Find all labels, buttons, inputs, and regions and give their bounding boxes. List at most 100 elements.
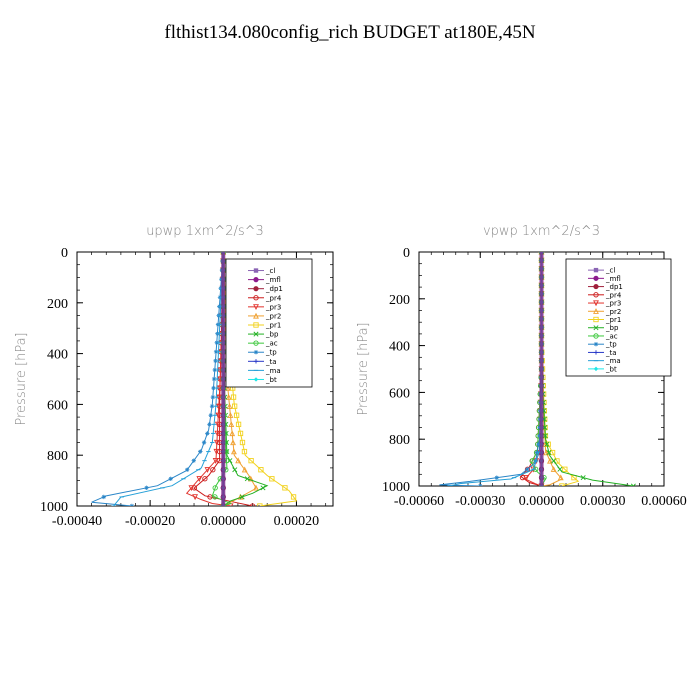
left-series-point-pr3 bbox=[213, 439, 220, 446]
right-series-point-pr1 bbox=[554, 458, 560, 464]
left-series-point-pr1 bbox=[290, 494, 297, 500]
left-series-point-tp bbox=[208, 413, 213, 418]
left-series-point-pr3 bbox=[212, 457, 219, 464]
right-x-tick-label: 0.00000 bbox=[519, 494, 565, 509]
right-legend-marker-bt bbox=[593, 366, 599, 372]
left-series-point-pr1 bbox=[231, 403, 238, 409]
left-series-point-tp bbox=[211, 385, 216, 391]
right-series-point-pr1 bbox=[545, 441, 551, 447]
right-series-point-pr1 bbox=[562, 466, 568, 472]
right-y-tick-label: 800 bbox=[389, 433, 410, 448]
right-legend-box bbox=[565, 258, 672, 377]
left-series-point-pr1 bbox=[237, 430, 244, 437]
left-series-point-bp bbox=[260, 485, 266, 491]
right-legend-marker-ac bbox=[593, 333, 599, 339]
right-legend: _cl_mfl_dp1_pr4_pr3_pr2_pr1_bp_ac_tp_ta_… bbox=[565, 258, 672, 377]
left-legend-label-tp: _tp bbox=[265, 349, 277, 357]
left-x-tick-label: 0.00020 bbox=[274, 514, 320, 529]
right-legend-label-dp1: _dp1 bbox=[605, 283, 623, 291]
left-y-axis-label: Pressure [hPa] bbox=[14, 332, 29, 425]
right-legend-label-cl: _cl bbox=[605, 267, 615, 275]
left-series-point-pr4 bbox=[210, 467, 216, 473]
right-y-tick-label: 400 bbox=[389, 340, 410, 355]
left-legend-label-dp1: _dp1 bbox=[265, 285, 283, 293]
left-series-point-pr4 bbox=[202, 476, 208, 482]
left-legend-label-ac: _ac bbox=[265, 340, 278, 348]
right-legend-marker-pr1 bbox=[593, 316, 599, 323]
left-series-point-pr2 bbox=[227, 412, 234, 418]
left-series-point-pr1 bbox=[230, 394, 237, 400]
left-series-point-tp bbox=[211, 376, 217, 382]
left-series-point-pr3 bbox=[204, 467, 211, 473]
left-legend-label-mfl: _mfl bbox=[265, 276, 281, 284]
right-series-point-bp bbox=[551, 458, 557, 464]
left-legend-marker-bp bbox=[253, 331, 259, 337]
left-legend-label-bt: _bt bbox=[265, 376, 277, 384]
right-series-point-tp bbox=[525, 467, 530, 472]
left-legend-marker-pr2 bbox=[253, 312, 259, 319]
left-series-line-ma bbox=[113, 252, 224, 506]
left-series-point-pr3 bbox=[214, 430, 221, 437]
left-legend-label-ta: _ta bbox=[265, 358, 277, 366]
right-legend-label-ma: _ma bbox=[605, 357, 621, 365]
left-series-point-tp bbox=[213, 349, 219, 354]
left-series-point-pr1 bbox=[248, 457, 254, 464]
left-series-point-pr1 bbox=[235, 421, 242, 428]
right-legend-marker-dp1 bbox=[593, 283, 599, 290]
left-legend-marker-dp1 bbox=[253, 286, 259, 292]
left-series-point-pr2 bbox=[228, 421, 235, 428]
right-legend-marker-pr4 bbox=[593, 292, 599, 298]
right-legend-marker-pr2 bbox=[593, 308, 599, 314]
left-legend-marker-ta bbox=[253, 359, 259, 364]
left-series-point-pr1 bbox=[258, 467, 264, 473]
right-series-point-pr2 bbox=[550, 466, 557, 472]
right-series-point-pr4 bbox=[519, 474, 526, 481]
left-x-tick-label: -0.00040 bbox=[52, 514, 102, 529]
left-legend-marker-pr3 bbox=[253, 304, 259, 311]
left-legend-label-ma: _ma bbox=[265, 367, 281, 375]
right-series-point-pr2 bbox=[547, 457, 553, 464]
left-series-point-ac bbox=[212, 485, 218, 491]
left-series-point-pr1 bbox=[269, 476, 275, 482]
right-series-point-bp bbox=[546, 450, 552, 456]
left-series-point-bp bbox=[224, 449, 230, 455]
right-legend-marker-cl bbox=[593, 267, 599, 273]
left-series-point-tp bbox=[129, 503, 135, 506]
left-series-point-pr2 bbox=[247, 475, 254, 482]
left-series-point-pr1 bbox=[239, 439, 246, 446]
left-series-point-tp bbox=[198, 449, 203, 454]
left-series-point-pr2 bbox=[230, 448, 237, 455]
left-series-point-pr3 bbox=[188, 485, 195, 492]
right-series-point-pr3 bbox=[523, 474, 530, 481]
right-series-point-tp bbox=[478, 483, 483, 486]
left-legend-marker-cl bbox=[253, 268, 259, 273]
right-series-line-ma bbox=[449, 252, 542, 486]
right-zero-stack bbox=[539, 252, 544, 486]
right-y-tick-label: 200 bbox=[389, 293, 410, 308]
right-legend-label-ac: _ac bbox=[605, 332, 618, 340]
left-series-point-pr1 bbox=[257, 503, 263, 506]
right-legend-label-pr3: _pr3 bbox=[605, 300, 621, 308]
right-series-point-pr2 bbox=[557, 474, 564, 481]
left-series-point-tp bbox=[168, 476, 173, 481]
left-series-point-tp bbox=[205, 431, 210, 436]
left-legend-label-bp: _bp bbox=[265, 331, 279, 339]
right-series-point-pr2 bbox=[543, 449, 550, 456]
right-y-tick-label: 1000 bbox=[382, 480, 410, 495]
right-legend-marker-pr3 bbox=[593, 300, 599, 307]
right-series-point-bp bbox=[580, 475, 586, 481]
left-series-point-pr1 bbox=[282, 485, 288, 491]
right-series-line-tp bbox=[439, 252, 542, 486]
right-legend-label-bt: _bt bbox=[605, 365, 617, 373]
right-series-point-bp bbox=[630, 483, 636, 486]
left-legend-label-pr4: _pr4 bbox=[265, 294, 282, 302]
left-x-tick-label: 0.00000 bbox=[201, 514, 247, 529]
left-y-tick-label: 600 bbox=[47, 398, 68, 413]
left-y-tick-label: 0 bbox=[61, 246, 68, 261]
left-series-point-tp bbox=[201, 440, 207, 445]
right-series-point-bp bbox=[544, 441, 550, 447]
left-series-point-tp bbox=[209, 404, 215, 409]
left-legend: _cl_mfl_dp1_pr4_pr3_pr2_pr1_bp_ac_tp_ta_… bbox=[225, 258, 313, 388]
right-legend-label-pr1: _pr1 bbox=[605, 316, 621, 324]
